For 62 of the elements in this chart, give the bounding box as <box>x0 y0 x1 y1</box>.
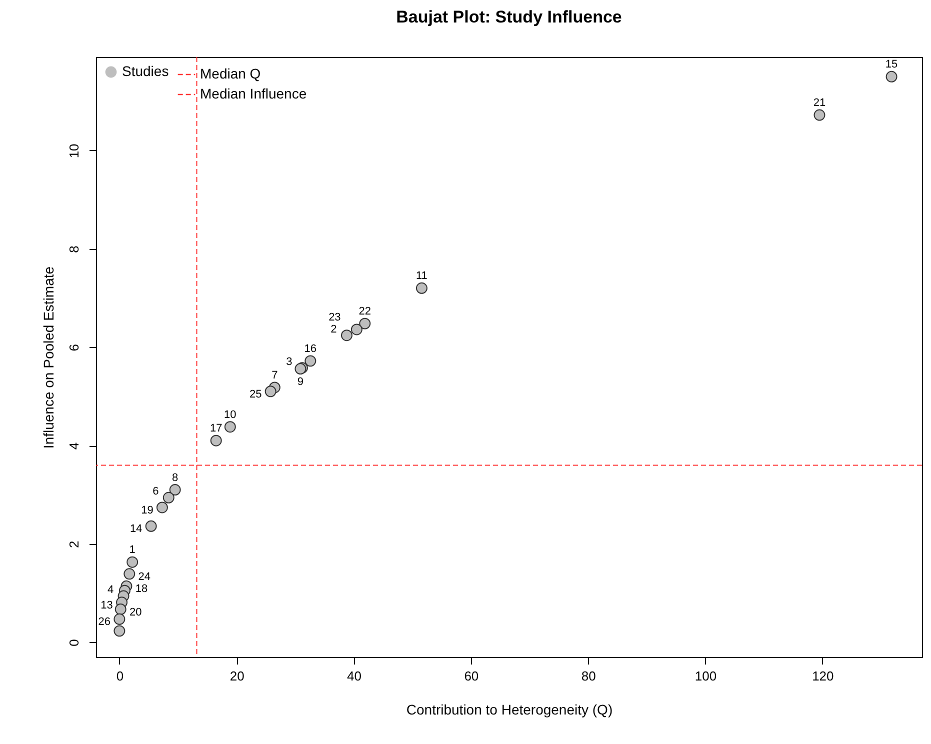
annotation: 26 <box>98 616 111 628</box>
y-tick-label: 4 <box>66 442 82 450</box>
chart-title: Baujat Plot: Study Influence <box>396 8 622 26</box>
x-tick-label: 40 <box>347 668 362 684</box>
y-tick-label: 10 <box>66 144 82 158</box>
annotation: 7 <box>272 369 278 382</box>
point <box>145 520 157 532</box>
point <box>350 324 362 336</box>
point <box>814 109 826 121</box>
annotation: 21 <box>813 97 826 110</box>
point <box>114 604 126 616</box>
annotation: 13 <box>100 599 113 612</box>
annotation: 16 <box>304 342 317 355</box>
annotation: 22 <box>358 306 372 318</box>
point <box>359 318 371 330</box>
point <box>169 484 181 496</box>
annotation: 24 <box>138 570 151 583</box>
annotation: 20 <box>129 606 142 618</box>
point <box>126 556 138 568</box>
point <box>224 421 236 433</box>
y-axis-title: Influence on Pooled Estimate <box>40 266 56 449</box>
annotation: 11 <box>416 270 428 282</box>
annotation: 9 <box>297 376 304 388</box>
annotation: 6 <box>152 486 159 498</box>
point <box>886 70 898 82</box>
annotation: 4 <box>107 584 114 596</box>
y-tick-label: 2 <box>66 540 82 548</box>
y-tick-label: 8 <box>66 246 82 253</box>
annotation: 25 <box>249 388 262 400</box>
annotation: 14 <box>130 523 142 536</box>
x-tick-label: 0 <box>116 668 124 684</box>
legend-label: Studies <box>122 63 169 79</box>
x-tick-label: 60 <box>464 668 479 684</box>
point <box>416 282 428 294</box>
annotation: 17 <box>210 422 222 435</box>
annotation: 18 <box>135 583 148 596</box>
annotation: 3 <box>286 356 292 368</box>
point <box>340 330 352 342</box>
x-tick-label: 80 <box>581 668 596 684</box>
point <box>114 625 126 637</box>
point <box>114 613 126 625</box>
x-tick-label: 120 <box>812 668 834 684</box>
legend-label: Median Influence <box>200 86 307 102</box>
annotation: 8 <box>172 472 178 484</box>
y-tick-label: 0 <box>66 639 82 646</box>
point <box>264 386 276 398</box>
x-axis-title: Contribution to Heterogeneity (Q) <box>406 702 613 718</box>
annotation: 10 <box>224 408 236 421</box>
x-tick-label: 20 <box>230 668 244 684</box>
annotation: 15 <box>885 58 898 71</box>
point <box>156 502 168 514</box>
annotation: 1 <box>129 544 136 556</box>
y-tick-label: 6 <box>66 344 82 352</box>
point <box>210 434 222 446</box>
point <box>304 355 316 367</box>
point <box>162 492 174 504</box>
point <box>124 568 136 580</box>
annotation: 19 <box>141 504 154 516</box>
x-tick-label: 100 <box>694 668 717 684</box>
ref-line-label: Median Q <box>200 66 261 82</box>
annotation: 23 <box>328 311 341 324</box>
annotation: 2 <box>330 323 337 336</box>
